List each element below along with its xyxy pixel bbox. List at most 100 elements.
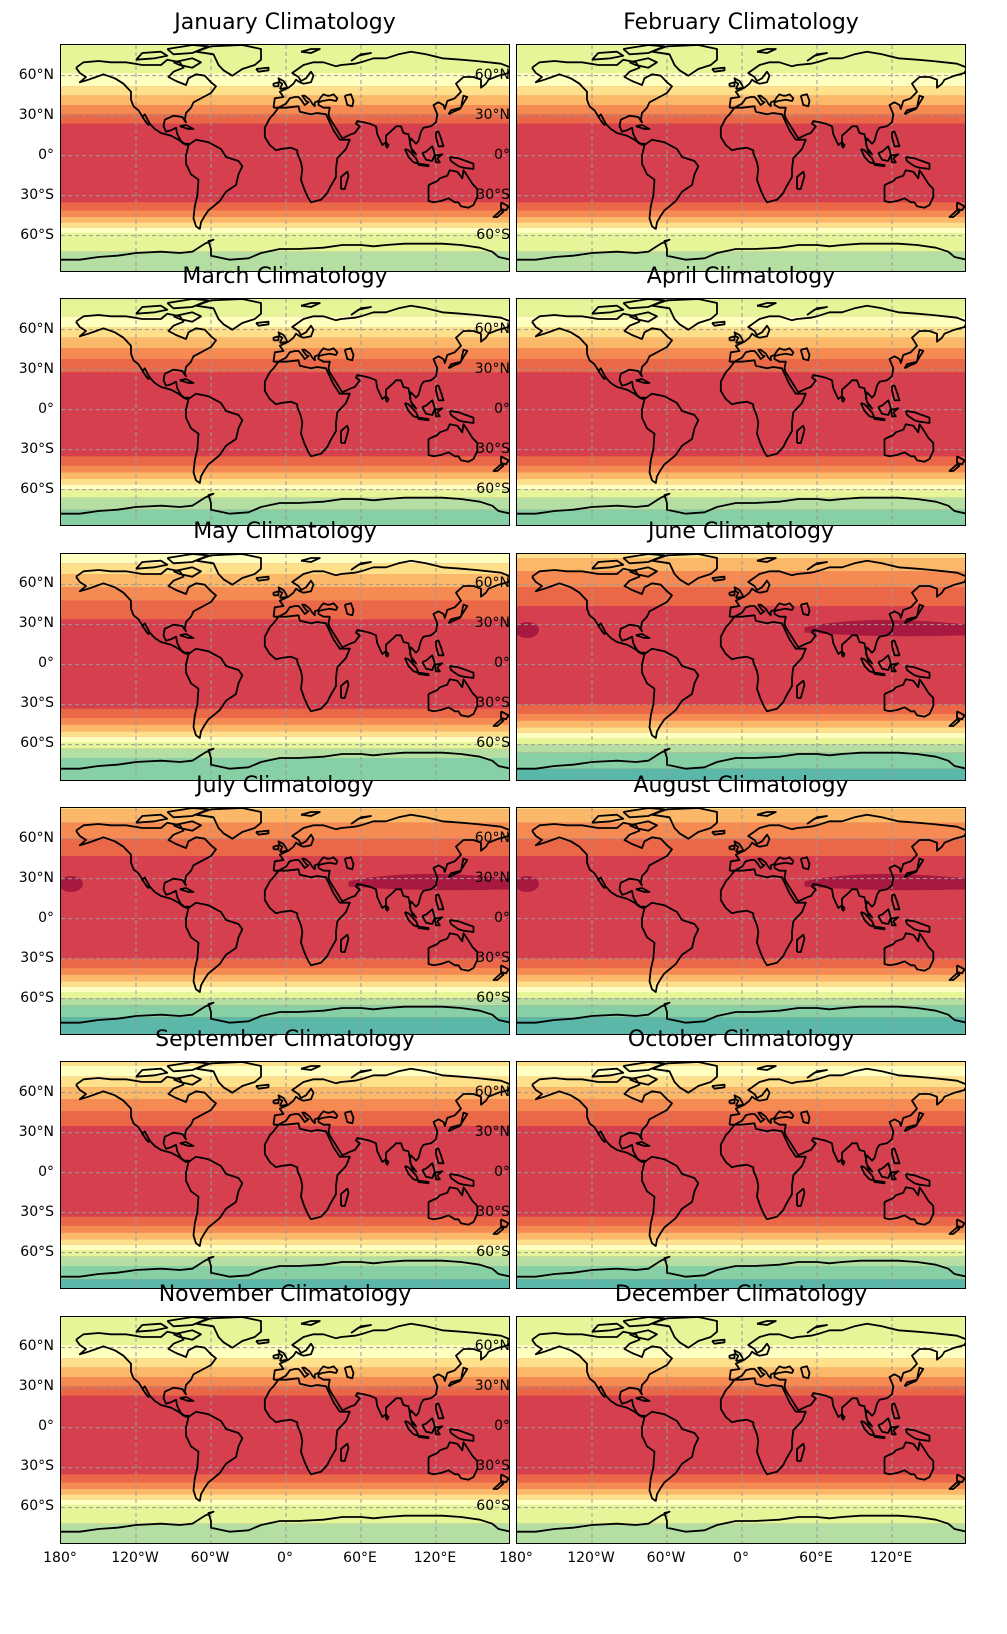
lat-tick-label: 0° [494,655,510,672]
coastline [195,1062,262,1094]
contour-band [61,748,509,758]
coastline [385,650,390,658]
coastline [272,589,280,596]
lat-tick-label: 60°N [18,575,54,592]
coastline [629,565,658,578]
contour-band [517,348,965,360]
contour-band [517,465,965,473]
coastline [517,238,965,261]
coastline [427,169,479,209]
coastline [873,671,886,676]
lat-tick-label: 60°N [18,1083,54,1100]
contour-band [61,1226,509,1233]
coastline [277,840,289,853]
coastline [179,378,195,385]
contour-band [517,1385,965,1396]
contour-band [61,73,509,87]
coastline [531,821,673,909]
coastline [300,48,321,54]
coastline [517,493,965,515]
contour-band [61,489,509,498]
coastline [622,1316,666,1327]
coastline [956,1218,965,1229]
lon-tick-label: 120°E [869,1549,913,1566]
coastline [435,130,445,148]
warm-anomaly [61,875,83,892]
map-panel: September Climatology 60°N 30°N 0° 30°S 60°S [19,1027,510,1290]
coastline [75,1330,217,1418]
lat-tick-label: 0° [38,909,54,926]
coastline [719,613,807,712]
lat-tick-label: 30°N [474,1378,510,1395]
panel-title: December Climatology [614,1281,868,1307]
coastline [956,1473,965,1483]
warm-anomaly [517,875,539,892]
contour-band [61,958,509,968]
coastline [622,299,666,310]
coastline [948,463,961,473]
coastline [622,553,666,564]
coastline [728,335,736,342]
contour-band [61,479,509,485]
contour-band [517,1488,965,1494]
coastline [263,1122,351,1221]
contour-band [517,1279,965,1289]
coastline [500,1473,509,1483]
contour-band [517,981,965,987]
contour-band [61,348,509,360]
contour-band [517,316,965,328]
coastline [841,141,846,149]
coastline [421,1162,436,1180]
contour-band [517,210,965,217]
coastline [635,1141,651,1148]
contour-band [61,600,509,619]
coastline [796,170,806,190]
contour-band [517,1111,965,1127]
map-frame [60,552,510,781]
coastline [135,50,169,61]
coastline [273,578,509,664]
coastline [185,1410,244,1502]
map-panel: December Climatology 60°N 30°N 0° 30°S 60°S 18… [475,1282,966,1566]
contour-band [61,327,509,338]
coastline [873,417,886,422]
contour-band [517,1473,965,1482]
contour-band [517,809,965,823]
coastline [166,1316,210,1327]
coastline [889,1170,900,1181]
climatology-map [61,45,509,271]
coastline [343,856,355,871]
coastline [448,410,475,425]
coastline [948,209,961,218]
coastline [889,153,900,164]
lat-tick-label: 30°S [476,440,510,457]
coastline [447,94,469,116]
contour-band [517,570,965,587]
coastline [166,1062,210,1073]
contour-band [517,991,965,999]
coastline [433,1170,444,1181]
coastline [883,1440,935,1481]
contour-band [517,1256,965,1267]
coastline [517,1510,965,1533]
coastline [728,50,965,108]
contour-band [517,456,965,466]
coastline [883,423,935,463]
coastline [179,124,195,130]
coastline [277,77,289,90]
lat-tick-label: 30°S [476,695,510,712]
contour-band [61,456,509,466]
map-panel: July Climatology 60°N 30°N 0° 30°S 60°S [19,773,510,1035]
lat-tick-label: 0° [38,1163,54,1180]
coastline [263,868,351,967]
contour-band [61,217,509,223]
warm-anomaly [348,873,509,891]
coastline [903,1366,925,1387]
lat-tick-label: 60°N [474,575,510,592]
contour-band [61,227,509,233]
map-frame [516,552,966,781]
coastline [435,385,445,402]
coastline [729,1087,965,1173]
coastline [135,1067,169,1078]
coastline [728,589,736,596]
